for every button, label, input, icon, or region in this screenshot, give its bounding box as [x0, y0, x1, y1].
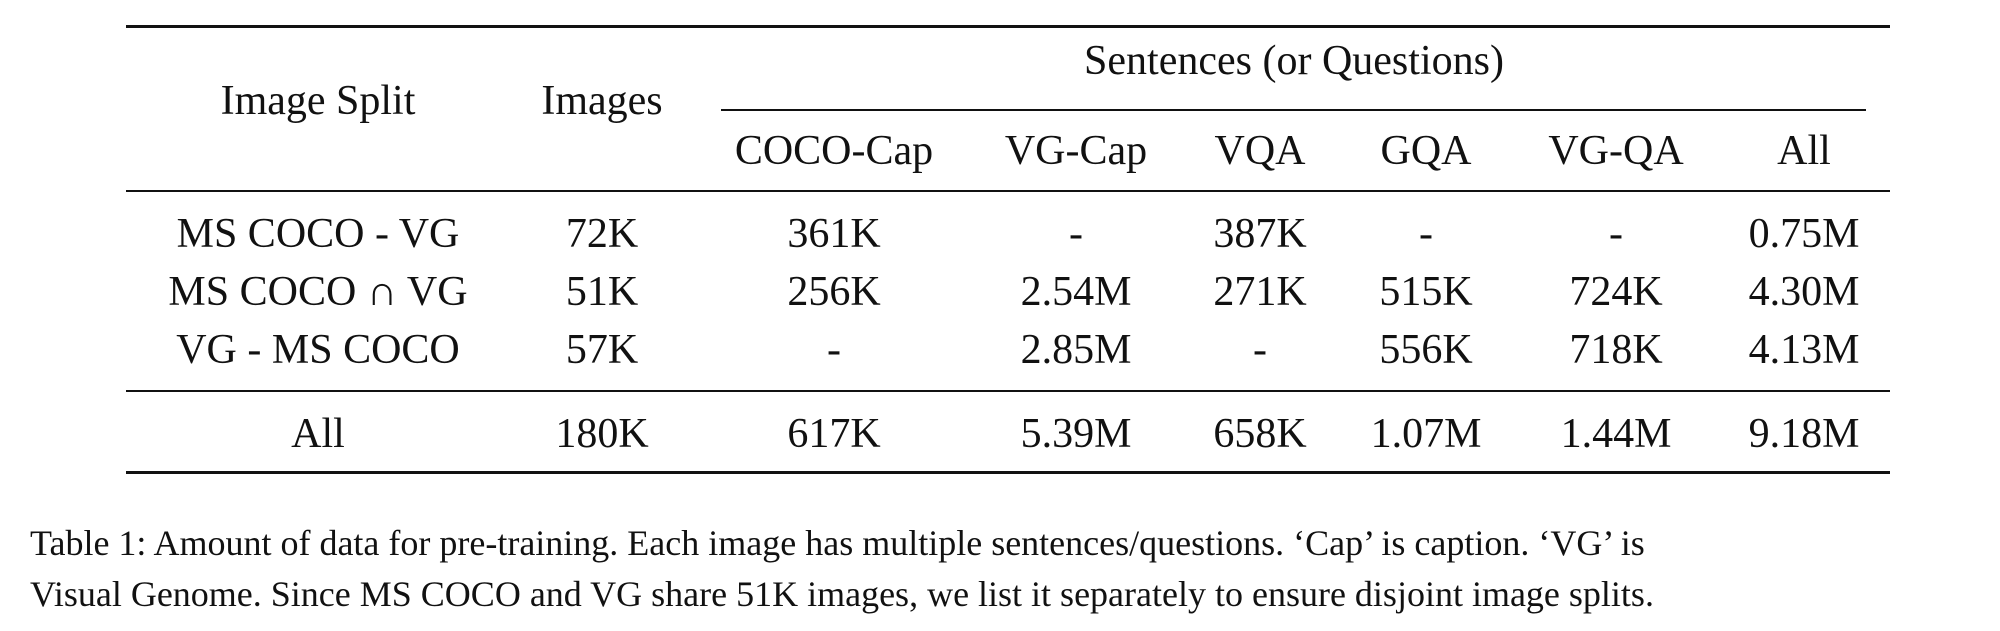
total-row-vg-qa: 1.44M [1560, 411, 1672, 457]
header-rule [126, 190, 1890, 192]
row-3-all: 4.13M [1748, 327, 1860, 373]
row-1-coco-cap: 361K [787, 211, 881, 257]
row-3-gqa: 556K [1379, 327, 1473, 373]
header-sentences-group: Sentences (or Questions) [1084, 38, 1504, 84]
total-row-coco-cap: 617K [787, 411, 881, 457]
row-3-images: 57K [565, 327, 639, 373]
total-row-vg-cap: 5.39M [1020, 411, 1132, 457]
row-1-gqa: - [1419, 211, 1433, 257]
row-1-all: 0.75M [1748, 211, 1860, 257]
caption-line-2: Visual Genome. Since MS COCO and VG shar… [30, 574, 1654, 614]
bottom-rule [126, 471, 1890, 474]
row-3-vg-qa: 718K [1569, 327, 1663, 373]
row-2-vg-cap: 2.54M [1020, 269, 1132, 315]
total-row-gqa: 1.07M [1370, 411, 1482, 457]
total-row-split: All [291, 411, 345, 457]
row-2-vg-qa: 724K [1569, 269, 1663, 315]
row-2-all: 4.30M [1748, 269, 1860, 315]
header-images: Images [541, 78, 663, 124]
row-3-split: VG - MS COCO [176, 327, 460, 373]
row-1-vg-cap: - [1069, 211, 1083, 257]
total-row-vqa: 658K [1213, 411, 1307, 457]
total-row-images: 180K [555, 411, 649, 457]
row-1-vg-qa: - [1609, 211, 1623, 257]
top-rule [126, 25, 1890, 28]
header-coco-cap: COCO-Cap [734, 128, 934, 174]
header-vqa: VQA [1214, 128, 1306, 174]
header-all: All [1777, 128, 1831, 174]
data-table: Image Split Images Sentences (or Questio… [126, 25, 1890, 475]
row-1-split: MS COCO - VG [176, 211, 460, 257]
header-vg-qa: VG-QA [1548, 128, 1684, 174]
caption-line-1: Table 1: Amount of data for pre-training… [30, 523, 1645, 563]
total-row-all: 9.18M [1748, 411, 1860, 457]
row-2-coco-cap: 256K [787, 269, 881, 315]
row-1-images: 72K [565, 211, 639, 257]
header-gqa: GQA [1380, 128, 1472, 174]
sentences-group-rule [721, 109, 1866, 111]
table-caption: Table 1: Amount of data for pre-training… [30, 518, 1990, 620]
row-3-vg-cap: 2.85M [1020, 327, 1132, 373]
header-image-split: Image Split [220, 78, 416, 124]
row-3-vqa: - [1253, 327, 1267, 373]
row-2-vqa: 271K [1213, 269, 1307, 315]
row-2-gqa: 515K [1379, 269, 1473, 315]
row-1-vqa: 387K [1213, 211, 1307, 257]
row-3-coco-cap: - [827, 327, 841, 373]
row-2-images: 51K [565, 269, 639, 315]
header-vg-cap: VG-Cap [1004, 128, 1148, 174]
total-rule [126, 390, 1890, 392]
row-2-split: MS COCO ∩ VG [168, 269, 468, 315]
